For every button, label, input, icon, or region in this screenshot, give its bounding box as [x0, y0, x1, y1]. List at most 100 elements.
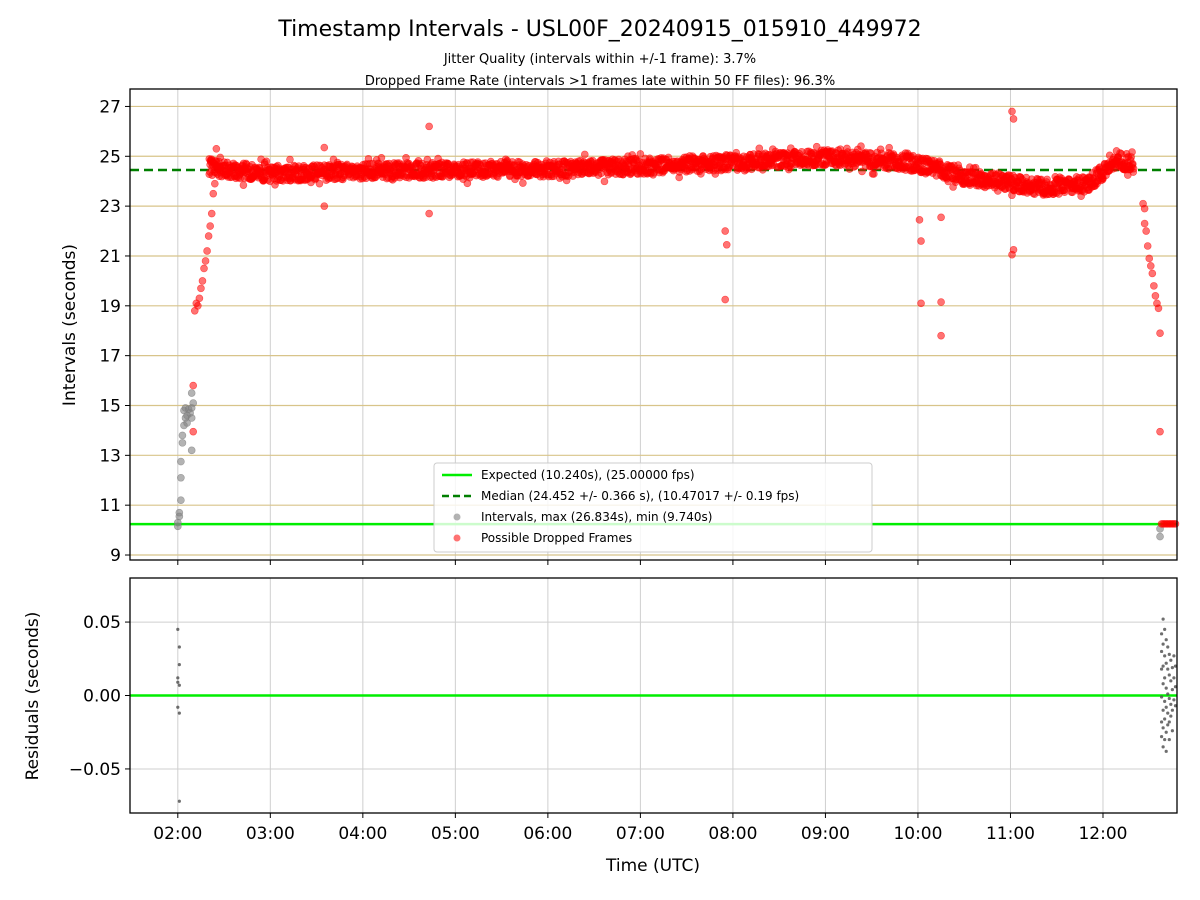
dropped-frame-point [315, 179, 324, 188]
intervals-ytick-label: 13 [99, 446, 121, 466]
residual-point [1164, 749, 1168, 753]
intervals-axes-frame [129, 88, 1178, 561]
dropped-frame-points [189, 107, 1180, 528]
legend-marker-dropped [453, 534, 461, 542]
dropped-frame-point [262, 157, 271, 166]
residual-point [1163, 717, 1167, 721]
residual-point [1172, 676, 1176, 680]
dropped-frame-point [519, 179, 527, 187]
residuals-ylabel: Residuals (seconds) [23, 612, 43, 781]
residual-point [1166, 667, 1170, 671]
legend: Expected (10.240s), (25.00000 fps) Media… [433, 462, 873, 553]
dropped-frame-point [189, 427, 198, 436]
interval-point [187, 446, 196, 455]
intervals-y-ticks: 9 11 13 15 17 19 21 23 25 27 [99, 97, 130, 566]
residual-point [176, 705, 180, 709]
dropped-frame-point [206, 222, 214, 230]
residual-point [1167, 652, 1171, 656]
intervals-ytick-label: 9 [110, 546, 121, 566]
residuals-xlabel: Time (UTC) [605, 856, 700, 876]
dropped-frame-point [937, 298, 945, 306]
residual-point [1161, 642, 1165, 646]
dropped-frame-point [580, 150, 589, 159]
residual-point [1159, 649, 1164, 654]
dropped-frame-point [189, 381, 198, 390]
residual-point [1159, 695, 1164, 699]
intervals-ytick-label: 23 [99, 197, 121, 217]
intervals-ytick-label: 19 [99, 297, 121, 317]
residual-point [177, 645, 181, 649]
interval-point [175, 508, 184, 517]
intervals-ylabel: Intervals (seconds) [60, 244, 80, 406]
residuals-xtick-label: 11:00 [986, 824, 1035, 844]
interval-point [177, 473, 185, 482]
chart-title: Timestamp Intervals - USL00F_20240915_01… [277, 17, 921, 42]
residual-point [1173, 685, 1178, 689]
dropped-frame-point [197, 284, 205, 293]
dropped-frame-point [1008, 250, 1016, 259]
dropped-frame-point [1142, 227, 1150, 235]
dropped-frame-point [195, 294, 204, 303]
dropped-frame-point [721, 227, 730, 235]
residual-point [176, 676, 180, 680]
residual-point [1169, 714, 1173, 718]
dropped-frame-point [1171, 520, 1180, 528]
residual-point [176, 680, 180, 684]
legend-label-dropped: Possible Dropped Frames [481, 531, 632, 545]
intervals-ytick-label: 21 [99, 247, 121, 267]
dropped-frame-point [320, 202, 329, 210]
residual-point [1164, 661, 1168, 665]
dropped-frame-point [194, 302, 202, 310]
legend-label-median: Median (24.452 +/- 0.366 s), (10.47017 +… [481, 489, 799, 503]
residual-point [1167, 696, 1171, 701]
residual-point [1173, 704, 1178, 708]
residual-point [1167, 720, 1171, 724]
residual-point [1170, 665, 1174, 670]
residual-point [1166, 645, 1170, 649]
residual-point [1169, 702, 1173, 706]
residuals-x-ticks: 02:00 03:00 04:00 05:00 06:00 07:00 08:00 09:00… [153, 813, 1127, 844]
intervals-ytick-label: 25 [99, 147, 121, 167]
interval-point [187, 404, 196, 412]
interval-point [178, 431, 187, 440]
residual-point [1173, 664, 1178, 668]
intervals-ytick-label: 17 [99, 347, 121, 367]
dropped-frame-point [1150, 282, 1158, 290]
legend-box [433, 462, 873, 553]
legend-label-expected: Expected (10.240s), (25.00000 fps) [481, 468, 695, 482]
dropped-frame-point [204, 232, 213, 240]
residual-point [1163, 737, 1167, 742]
dropped-frame-point [1148, 269, 1157, 278]
dropped-frame-point [212, 145, 221, 153]
residual-point [1161, 664, 1165, 668]
dropped-frame-point [755, 144, 764, 153]
residual-point [176, 627, 180, 632]
dropped-frame-point [207, 209, 216, 218]
residual-point [1161, 617, 1165, 621]
residual-point [1167, 737, 1171, 742]
dropped-frame-point [1129, 164, 1138, 173]
legend-marker-intervals [453, 513, 461, 521]
residuals-ytick-label: 0.00 [83, 687, 121, 707]
residual-point [1159, 667, 1164, 671]
dropped-frame-point [209, 189, 218, 198]
residual-point [177, 663, 181, 667]
residual-point [1170, 729, 1174, 733]
dropped-frame-point [320, 143, 329, 152]
residual-point [1161, 726, 1165, 730]
dropped-frame-point [1009, 115, 1018, 123]
dropped-frame-point [425, 122, 433, 131]
residuals-xtick-label: 03:00 [246, 824, 295, 844]
residual-point [1163, 676, 1167, 680]
residual-point [1159, 735, 1164, 739]
dropped-frame-point [917, 299, 925, 308]
residuals-xtick-label: 06:00 [523, 824, 572, 844]
residual-point [177, 711, 181, 715]
residuals-xtick-label: 07:00 [616, 824, 665, 844]
residual-point [1161, 682, 1165, 686]
residual-point [1164, 638, 1168, 642]
residuals-xtick-label: 09:00 [801, 824, 850, 844]
